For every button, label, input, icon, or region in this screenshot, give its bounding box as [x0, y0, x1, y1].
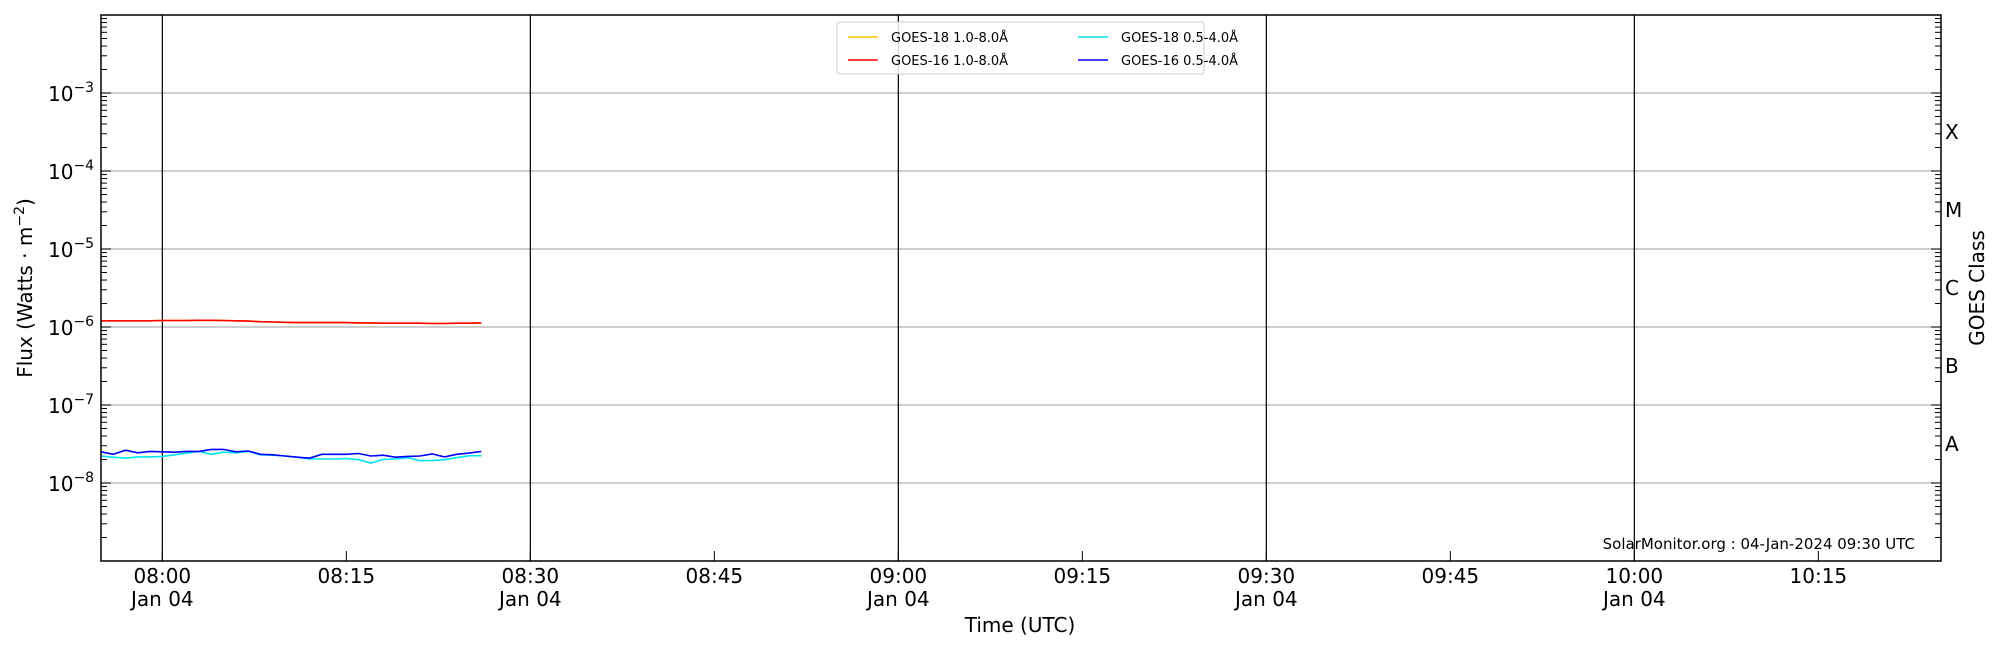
y-tick-exponent: −7 [73, 392, 94, 408]
y-tick-exponent: −6 [73, 314, 94, 330]
plot-frame [100, 14, 1942, 562]
axis-ticks [101, 18, 1941, 562]
x-axis-label: Time (UTC) [964, 613, 1076, 637]
y-tick-base: 10 [48, 472, 73, 496]
series-line-1 [101, 319, 482, 325]
x-tick-label: 08:45 [686, 564, 744, 588]
y-tick-base: 10 [48, 394, 73, 418]
y-tick-base: 10 [48, 316, 73, 340]
x-tick-label: 09:30 [1238, 564, 1296, 588]
x-tick-label: 09:45 [1422, 564, 1480, 588]
goes-class-A: A [1945, 432, 1959, 456]
goes-class-M: M [1945, 198, 1962, 222]
y-tick-exponent: −8 [73, 470, 94, 486]
x-tick-label: 10:15 [1790, 564, 1848, 588]
legend-box [836, 21, 1205, 75]
legend-label: GOES-16 1.0-8.0Å [891, 53, 1008, 69]
y-tick-base: 10 [48, 238, 73, 262]
source-annotation: SolarMonitor.org : 04-Jan-2024 09:30 UTC [1603, 535, 1915, 553]
x-tick-sublabel: Jan 04 [865, 587, 930, 611]
y-axis-label-close: ) [13, 198, 37, 206]
y-tick-label: 10−4 [48, 158, 94, 184]
y-tick-labels: 10−310−410−510−610−710−8 [48, 80, 94, 496]
y-tick-exponent: −4 [73, 158, 94, 174]
y-tick-label: 10−6 [48, 314, 94, 340]
y-tick-label: 10−8 [48, 470, 94, 496]
x-tick-sublabel: Jan 04 [497, 587, 562, 611]
grid [101, 15, 1941, 561]
y-axis-label: Flux (Watts · m−2) [12, 198, 37, 378]
x-tick-label: 09:15 [1054, 564, 1112, 588]
x-tick-label: 08:15 [318, 564, 376, 588]
y-tick-base: 10 [48, 160, 73, 184]
y-tick-exponent: −5 [73, 236, 94, 252]
y-tick-base: 10 [48, 82, 73, 106]
x-tick-label: 09:00 [870, 564, 928, 588]
goes-class-B: B [1945, 354, 1959, 378]
legend-label: GOES-18 1.0-8.0Å [891, 30, 1008, 46]
x-tick-label: 10:00 [1606, 564, 1664, 588]
y-axis-label-main: Flux (Watts · m [13, 227, 37, 378]
series-lines [100, 319, 482, 464]
legend: GOES-18 1.0-8.0Å GOES-16 1.0-8.0Å GOES-18 … [836, 21, 1238, 75]
y-tick-label: 10−7 [48, 392, 94, 418]
y-tick-exponent: −3 [73, 80, 94, 96]
goes-class-X: X [1945, 120, 1959, 144]
y-tick-label: 10−3 [48, 80, 94, 106]
y-tick-label: 10−5 [48, 236, 94, 262]
x-tick-label: 08:30 [502, 564, 560, 588]
y2-axis-label: GOES Class [1965, 230, 1989, 346]
series-line-3 [100, 448, 482, 460]
x-tick-label: 08:00 [134, 564, 192, 588]
legend-label: GOES-16 0.5-4.0Å [1121, 53, 1238, 69]
y-axis-label-sup: −2 [12, 206, 28, 227]
x-tick-sublabel: Jan 04 [1601, 587, 1666, 611]
x-tick-sublabel: Jan 04 [1233, 587, 1298, 611]
x-tick-sublabel: Jan 04 [129, 587, 194, 611]
goes-class-labels: A B C M X [1945, 120, 1962, 456]
legend-label: GOES-18 0.5-4.0Å [1121, 30, 1238, 46]
goes-class-C: C [1945, 276, 1959, 300]
